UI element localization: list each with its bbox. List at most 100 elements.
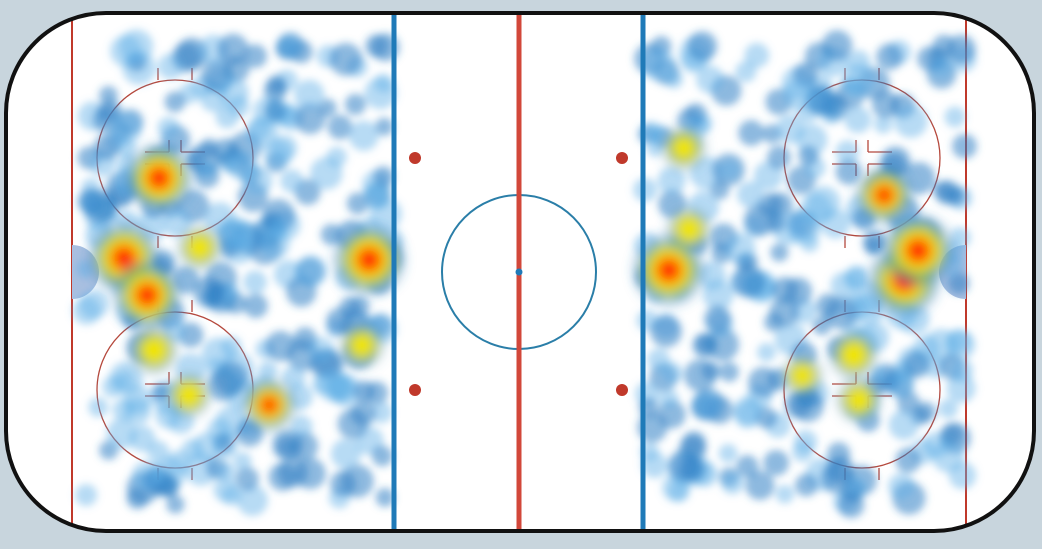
heat-cell	[874, 115, 893, 134]
heat-hotspot	[131, 327, 176, 373]
heat-cell	[271, 135, 298, 161]
heat-cell	[721, 471, 744, 495]
heat-cell	[221, 485, 242, 506]
heat-cell	[329, 42, 363, 76]
heat-cell	[264, 99, 286, 122]
heat-cell	[344, 93, 367, 116]
neutral-faceoff-dot	[409, 152, 421, 164]
heat-cell	[835, 158, 862, 185]
heat-cell	[687, 31, 718, 62]
heat-cell	[719, 159, 741, 180]
heat-cell	[181, 438, 204, 462]
heat-hotspot	[783, 357, 821, 395]
heat-cell	[895, 447, 921, 473]
heat-hotspot	[634, 236, 703, 305]
heat-cell	[736, 455, 759, 478]
heat-cell	[235, 467, 259, 491]
heat-cell	[903, 351, 931, 379]
heat-cell	[952, 133, 977, 159]
heat-cell	[696, 65, 724, 94]
heat-cell	[295, 255, 328, 288]
heat-cell	[294, 79, 325, 111]
heat-cell	[692, 333, 718, 358]
heat-cell	[668, 449, 701, 482]
rink-markings	[71, 13, 977, 531]
heat-hotspot	[831, 332, 876, 378]
heat-cell	[373, 166, 394, 187]
heat-cell	[158, 476, 179, 498]
heat-hotspot	[335, 225, 404, 294]
heat-cell	[744, 203, 777, 236]
heat-cell	[290, 415, 313, 438]
heat-cell	[281, 365, 306, 390]
heat-hotspot	[838, 379, 880, 421]
heat-hotspot	[168, 374, 210, 416]
heat-cell	[650, 315, 683, 348]
heat-cell	[289, 431, 319, 461]
heat-cell	[949, 227, 971, 249]
heat-cell	[693, 390, 722, 420]
heat-cell	[243, 44, 268, 68]
heat-cell	[738, 120, 765, 146]
heat-cell	[77, 188, 105, 215]
heat-hotspot	[856, 167, 912, 223]
heat-cell	[770, 243, 789, 262]
neutral-faceoff-dot	[616, 384, 628, 396]
heat-cell	[668, 480, 690, 503]
heat-hotspot	[884, 216, 953, 285]
heat-cell	[122, 384, 153, 414]
heat-cell	[660, 361, 683, 384]
heat-cell	[109, 111, 143, 145]
heat-cell	[791, 441, 813, 463]
heat-cell	[775, 484, 795, 504]
heat-cell	[258, 361, 278, 381]
heat-cell	[702, 279, 734, 311]
heat-cell	[375, 488, 395, 507]
heat-cell	[216, 462, 236, 482]
heat-cell	[106, 418, 138, 450]
heat-cell	[277, 34, 302, 59]
heat-cell	[704, 305, 732, 333]
heat-cell	[362, 183, 390, 211]
heat-cell	[171, 265, 200, 294]
heat-cell	[131, 460, 162, 492]
heat-cell	[941, 423, 963, 445]
heat-cell	[307, 336, 334, 364]
heat-cell	[747, 366, 779, 398]
heat-cell	[219, 281, 240, 302]
heat-cell	[657, 166, 686, 195]
heat-cell	[769, 296, 800, 327]
heat-cell	[894, 104, 928, 138]
heat-cell	[217, 33, 249, 65]
heat-cell	[370, 401, 393, 424]
heat-cell	[88, 397, 109, 418]
heat-cell	[888, 372, 914, 398]
heat-hotspot	[114, 262, 180, 328]
heat-cell	[888, 409, 919, 440]
heat-cell	[658, 388, 679, 409]
heat-cell	[76, 260, 95, 279]
heat-hotspot	[243, 379, 295, 431]
heat-cell	[327, 114, 353, 140]
heat-cell	[348, 120, 379, 151]
heat-cell	[641, 47, 676, 82]
heat-cell	[763, 449, 790, 476]
heat-cell	[732, 265, 766, 299]
heat-cell	[724, 233, 756, 264]
heat-cell	[233, 452, 252, 471]
heat-cell	[353, 380, 376, 403]
heat-cell	[812, 316, 832, 336]
heat-cell	[326, 146, 347, 168]
heat-cell	[767, 145, 791, 170]
heat-cell	[718, 443, 738, 463]
heat-cell	[782, 79, 814, 111]
heat-cell	[800, 233, 819, 253]
heat-cell	[193, 276, 225, 309]
neutral-faceoff-dot	[409, 384, 421, 396]
heat-cell	[837, 491, 865, 519]
heat-cell	[844, 106, 872, 134]
heat-cell	[827, 442, 851, 466]
heat-cell	[294, 457, 326, 490]
heat-cell	[915, 401, 936, 422]
